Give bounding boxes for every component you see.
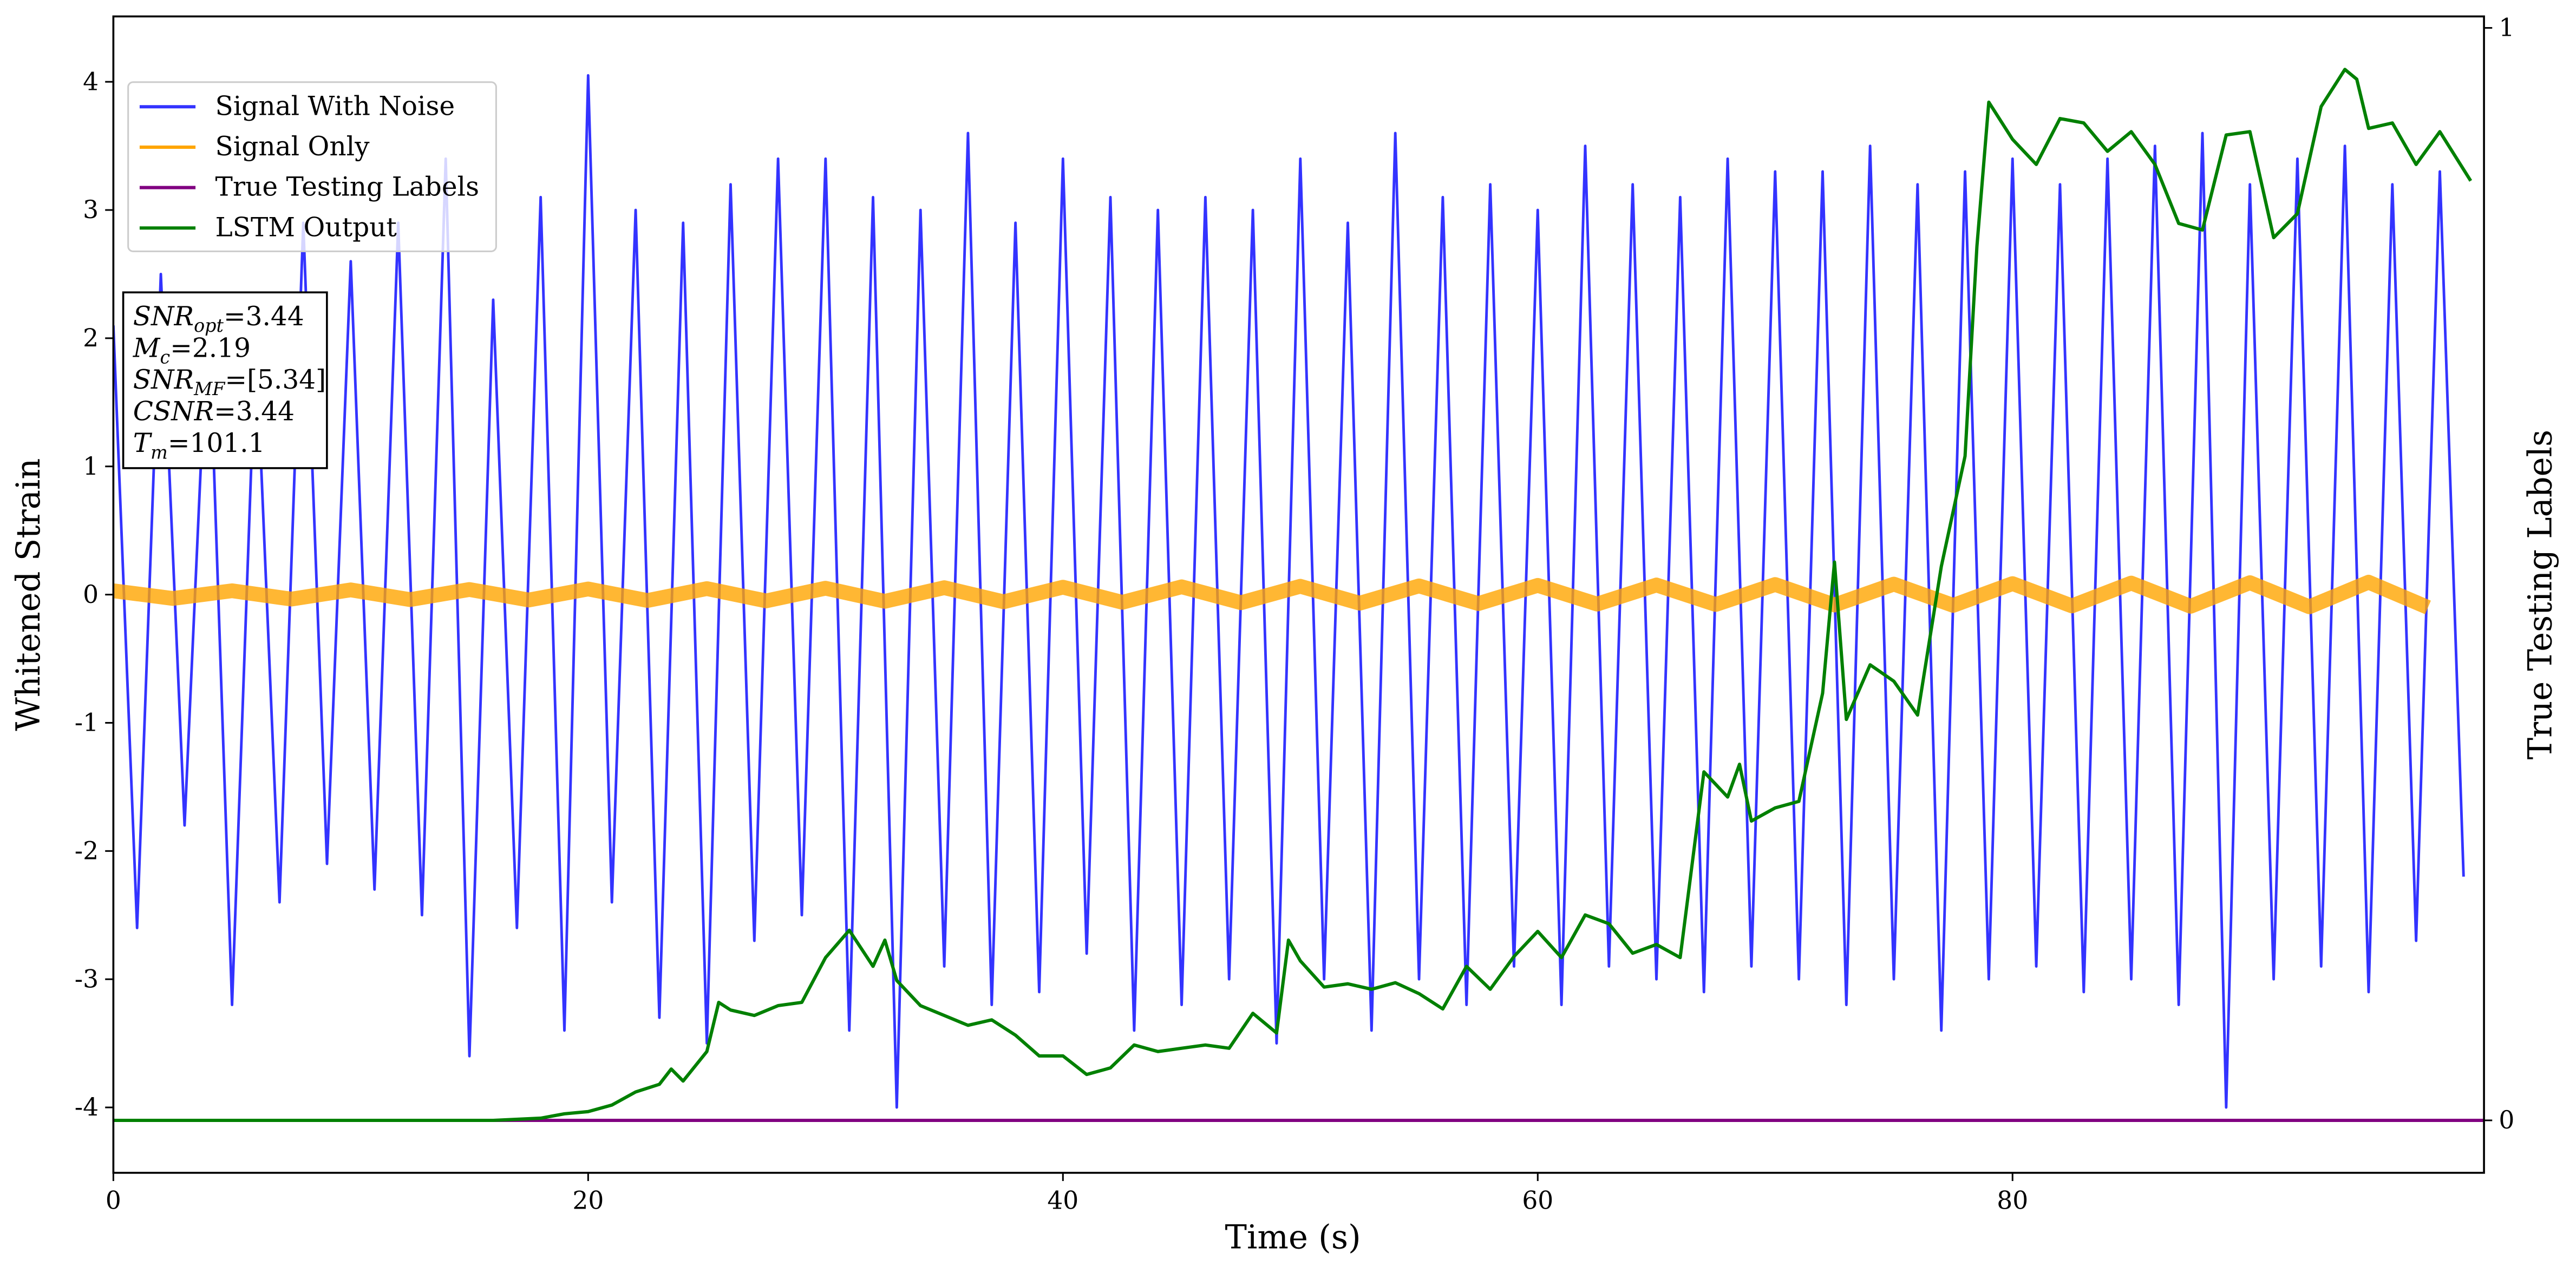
legend-label: Signal With Noise bbox=[215, 91, 455, 121]
annotation-sub: MF bbox=[193, 378, 226, 399]
annotation-name: SNR bbox=[133, 365, 194, 395]
y2-axis-label: True Testing Labels bbox=[2521, 430, 2559, 759]
series-line bbox=[113, 74, 2465, 1109]
y2-tick-label: 1 bbox=[2499, 14, 2514, 42]
y-tick-label: -3 bbox=[75, 964, 99, 993]
x-tick-label: 40 bbox=[1047, 1186, 1078, 1215]
y-tick-label: 2 bbox=[83, 324, 99, 352]
y-tick-label: -1 bbox=[75, 708, 99, 737]
annotation-value: =[5.34] bbox=[225, 365, 326, 395]
y-axis-label: Whitened Strain bbox=[10, 458, 48, 731]
annotation-sub: opt bbox=[194, 315, 224, 336]
legend-box bbox=[127, 81, 497, 252]
legend-label: Signal Only bbox=[215, 132, 370, 162]
x-tick-label: 0 bbox=[106, 1186, 121, 1215]
annotation-name: M bbox=[133, 333, 161, 363]
annotation-value: =3.44 bbox=[224, 301, 304, 332]
y2-tick-label: 0 bbox=[2499, 1106, 2514, 1134]
annotation-name: CSNR bbox=[133, 397, 214, 427]
annotation-sub: c bbox=[160, 347, 171, 368]
annotation-frame bbox=[122, 291, 328, 469]
annotation-line: Tm=101.1 bbox=[133, 428, 265, 463]
annotation-sub: m bbox=[151, 442, 168, 463]
annotation-line: SNRopt=3.44 bbox=[133, 301, 304, 336]
x-tick-label: 20 bbox=[572, 1186, 604, 1215]
annotation-name: T bbox=[133, 428, 153, 458]
y-tick-label: 3 bbox=[83, 195, 99, 224]
legend: Signal With Noise Signal Only True Testing… bbox=[127, 81, 497, 252]
annotation-name: SNR bbox=[133, 301, 194, 332]
legend-label: LSTM Output bbox=[215, 212, 397, 242]
y-tick-label: 0 bbox=[83, 580, 99, 609]
series-line bbox=[113, 574, 2431, 614]
y-tick-label: 1 bbox=[83, 452, 99, 481]
y-tick-label: 4 bbox=[83, 67, 99, 96]
annotation-value: =2.19 bbox=[170, 333, 251, 363]
x-tick-label: 60 bbox=[1522, 1186, 1553, 1215]
annotation-line: Mc=2.19 bbox=[133, 333, 251, 368]
x-axis-label: Time (s) bbox=[1225, 1218, 1361, 1256]
x-tick-label: 80 bbox=[1997, 1186, 2028, 1215]
annotation-value: =101.1 bbox=[168, 428, 265, 458]
annotation-box: SNRopt=3.44Mc=2.19SNRMF=[5.34]CSNR=3.44T… bbox=[122, 291, 328, 469]
y-tick-label: -2 bbox=[75, 837, 99, 865]
y-tick-label: -4 bbox=[75, 1093, 99, 1121]
annotation-line: SNRMF=[5.34] bbox=[133, 365, 326, 399]
annotation-value: =3.44 bbox=[214, 397, 295, 427]
annotation-line: CSNR=3.44 bbox=[133, 397, 295, 427]
series-line bbox=[113, 68, 2473, 1123]
legend-label: True Testing Labels bbox=[215, 172, 479, 202]
